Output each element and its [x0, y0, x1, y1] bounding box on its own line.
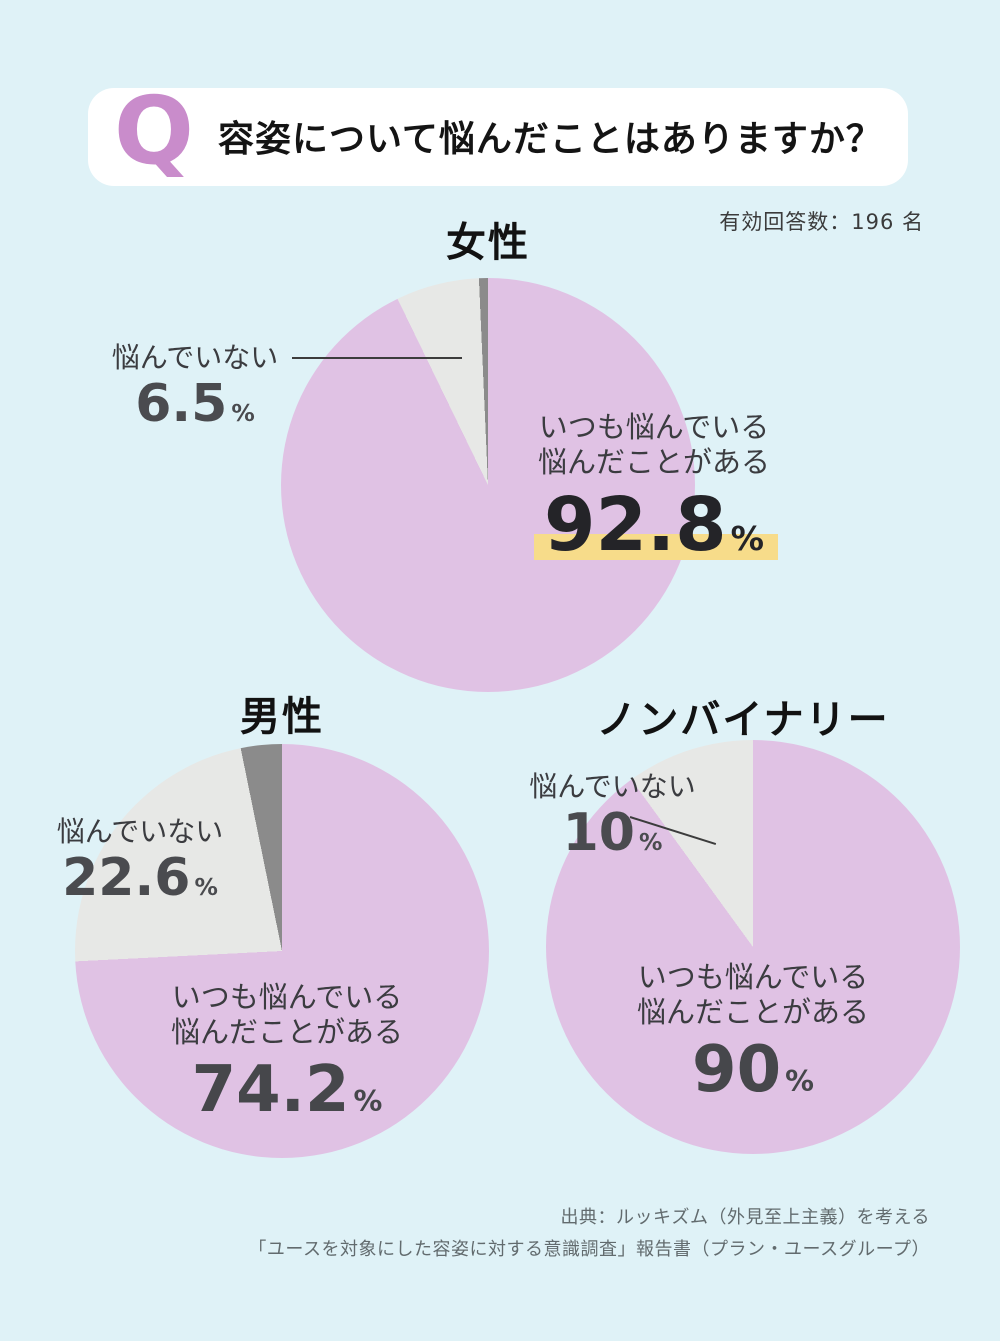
- worried-text-line1: いつも悩んでいる: [171, 980, 403, 1014]
- not-worried-text: 悩んでいない: [56, 815, 224, 848]
- callout-line-women: [292, 357, 462, 359]
- worried-text-line2: 悩んだことがある: [538, 445, 771, 480]
- question-card: Q 容姿について悩んだことはありますか？: [88, 77, 908, 187]
- label-worried-women: いつも悩んでいる 悩んだことがある 92.8%: [534, 410, 778, 565]
- label-not-worried-nonbinary: 悩んでいない 10%: [520, 770, 705, 863]
- value-number: 90: [692, 1032, 782, 1107]
- pie-women: [281, 278, 695, 692]
- worried-value: 92.8%: [534, 486, 778, 565]
- percent-sign: %: [194, 872, 218, 901]
- source-note: 出典：ルッキズム（外見至上主義）を考える 「ユースを対象にした容姿に対する意識調…: [248, 1202, 930, 1265]
- question-text: 容姿について悩んだことはありますか？: [218, 118, 883, 160]
- label-not-worried-women: 悩んでいない 6.5%: [100, 341, 290, 434]
- worried-text-line2: 悩んだことがある: [170, 1015, 403, 1050]
- not-worried-value: 6.5%: [100, 373, 290, 435]
- percent-sign: %: [730, 518, 764, 558]
- percent-sign: %: [353, 1083, 383, 1118]
- value-number: 92.8%: [544, 481, 764, 568]
- not-worried-value: 22.6%: [40, 847, 240, 909]
- worried-value: 74.2%: [162, 1056, 412, 1124]
- source-line1: 出典：ルッキズム（外見至上主義）を考える: [560, 1207, 930, 1228]
- q-logo: Q: [114, 77, 194, 187]
- pie-men: [75, 744, 489, 1158]
- value-number: 74.2: [191, 1052, 350, 1127]
- label-worried-men: いつも悩んでいる 悩んだことがある 74.2%: [162, 980, 412, 1124]
- chart-title-men: 男性: [240, 694, 324, 740]
- percent-sign: %: [785, 1063, 814, 1098]
- respondent-count: 有効回答数：196 名: [719, 210, 924, 234]
- not-worried-value: 10%: [520, 802, 705, 864]
- not-worried-text: 悩んでいない: [111, 341, 279, 374]
- value-number: 6.5: [135, 373, 228, 434]
- worried-text-line1: いつも悩んでいる: [538, 410, 770, 444]
- value-number: 10: [562, 802, 635, 863]
- value-number: 22.6: [62, 847, 191, 908]
- pie-nonbinary: [546, 740, 960, 1154]
- not-worried-text: 悩んでいない: [529, 770, 696, 803]
- source-line2: 「ユースを対象にした容姿に対する意識調査」報告書（プラン・ユースグループ）: [248, 1238, 930, 1260]
- yellow-highlight: [534, 534, 778, 561]
- percent-sign: %: [231, 398, 255, 427]
- worried-value: 90%: [628, 1036, 878, 1104]
- label-worried-nonbinary: いつも悩んでいる 悩んだことがある 90%: [628, 960, 878, 1104]
- chart-title-women: 女性: [446, 220, 530, 266]
- worried-text-line1: いつも悩んでいる: [637, 960, 869, 994]
- chart-title-nonbinary: ノンバイナリー: [596, 697, 890, 743]
- label-not-worried-men: 悩んでいない 22.6%: [40, 815, 240, 908]
- percent-sign: %: [638, 827, 663, 856]
- worried-text-line2: 悩んだことがある: [636, 995, 869, 1030]
